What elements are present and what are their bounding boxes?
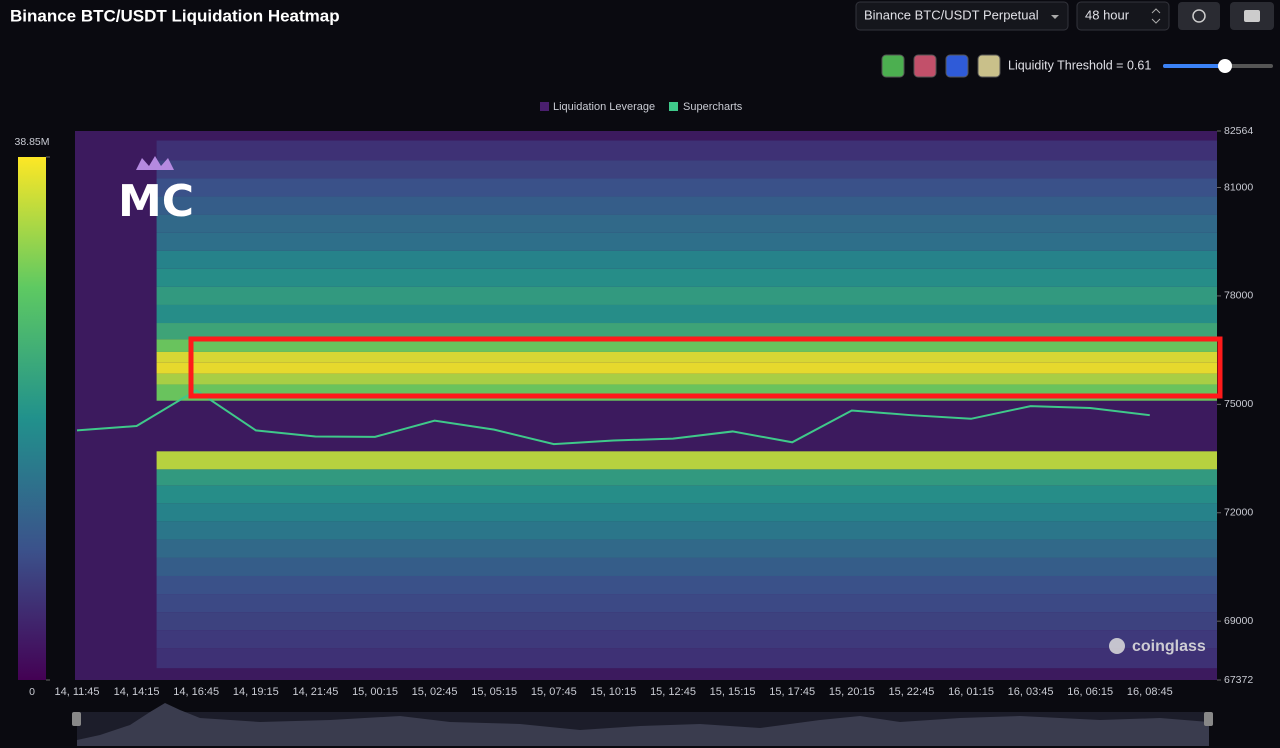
heat-band xyxy=(156,323,1218,340)
x-tick-label: 15, 02:45 xyxy=(412,686,458,698)
heat-band xyxy=(156,160,1218,179)
palette-blue[interactable] xyxy=(945,54,969,78)
navigator-handle[interactable] xyxy=(72,712,81,726)
color-bar xyxy=(18,157,46,680)
heat-band xyxy=(156,140,1218,161)
refresh-button[interactable] xyxy=(1178,2,1220,30)
threshold-label: Liquidity Threshold = 0.61 xyxy=(1008,58,1151,72)
x-tick-label: 15, 12:45 xyxy=(650,686,696,698)
brand-text: coinglass xyxy=(1132,638,1206,655)
heat-band xyxy=(156,557,1218,576)
spinner-icon xyxy=(1151,8,1161,24)
navigator-handle[interactable] xyxy=(1204,712,1213,726)
x-tick-label: 15, 07:45 xyxy=(531,686,577,698)
logo-crown xyxy=(136,156,174,170)
heat-band xyxy=(156,575,1218,595)
x-tick-label: 15, 17:45 xyxy=(769,686,815,698)
x-tick-label: 15, 15:15 xyxy=(710,686,756,698)
palette-sand[interactable] xyxy=(977,54,1001,78)
x-tick-label: 15, 00:15 xyxy=(352,686,398,698)
heat-band xyxy=(156,648,1218,669)
color-bar-label: 0 xyxy=(29,686,35,698)
legend-label: Liquidation Leverage xyxy=(553,101,655,113)
x-tick-label: 15, 05:15 xyxy=(471,686,517,698)
pair-select[interactable] xyxy=(855,1,1069,31)
color-bar-label: 38.85M xyxy=(14,136,49,148)
palette-green[interactable] xyxy=(881,54,905,78)
heat-band xyxy=(156,451,1218,470)
heat-band xyxy=(156,214,1218,233)
watermark: MC xyxy=(118,176,194,227)
y-tick-label: 82564 xyxy=(1224,125,1253,137)
y-tick-label: 67372 xyxy=(1224,674,1253,686)
pair-select-text: Binance BTC/USDT Perpetual xyxy=(864,7,1039,22)
slider-fill xyxy=(1163,64,1225,68)
heat-band xyxy=(156,286,1218,305)
heat-band xyxy=(156,521,1218,540)
x-tick-label: 14, 19:15 xyxy=(233,686,279,698)
x-tick-label: 14, 21:45 xyxy=(292,686,338,698)
navigator-area xyxy=(77,703,1209,746)
y-tick-label: 69000 xyxy=(1224,615,1253,627)
x-tick-label: 16, 03:45 xyxy=(1008,686,1054,698)
palette-red[interactable] xyxy=(913,54,937,78)
heat-band xyxy=(156,178,1218,197)
heat-band xyxy=(156,469,1218,486)
range-select-text: 48 hour xyxy=(1085,7,1130,22)
range-select[interactable] xyxy=(1076,1,1170,31)
x-tick-label: 14, 14:15 xyxy=(114,686,160,698)
y-tick-label: 72000 xyxy=(1224,507,1253,519)
heat-band xyxy=(156,232,1218,251)
x-tick-label: 15, 22:45 xyxy=(888,686,934,698)
x-tick-label: 16, 06:15 xyxy=(1067,686,1113,698)
x-tick-label: 15, 10:15 xyxy=(590,686,636,698)
y-tick-label: 81000 xyxy=(1224,181,1253,193)
heat-band xyxy=(156,373,1218,385)
heat-band xyxy=(156,268,1218,287)
legend-label: Supercharts xyxy=(683,101,743,113)
heat-band xyxy=(156,503,1218,522)
highlight-box xyxy=(188,336,1223,399)
y-tick-label: 78000 xyxy=(1224,290,1253,302)
x-tick-label: 14, 16:45 xyxy=(173,686,219,698)
heat-band xyxy=(156,362,1218,374)
heat-band xyxy=(156,630,1218,649)
refresh-icon xyxy=(1192,9,1206,23)
y-tick-label: 75000 xyxy=(1224,398,1253,410)
heat-band xyxy=(156,304,1218,324)
legend-swatch xyxy=(540,102,549,111)
page-title: Binance BTC/USDT Liquidation Heatmap xyxy=(10,6,340,25)
heat-band xyxy=(156,539,1218,558)
slider-thumb[interactable] xyxy=(1218,59,1232,73)
dropdown-icon xyxy=(1051,15,1059,19)
heat-band xyxy=(156,612,1218,631)
x-tick-label: 14, 11:45 xyxy=(54,686,99,698)
x-tick-label: 16, 08:45 xyxy=(1127,686,1173,698)
price-line xyxy=(76,389,1150,446)
heat-band xyxy=(156,196,1218,215)
legend-swatch xyxy=(669,102,678,111)
heat-band xyxy=(156,339,1218,352)
brand-icon xyxy=(1109,638,1125,654)
heat-band xyxy=(156,485,1218,504)
heat-band xyxy=(156,594,1218,613)
x-tick-label: 15, 20:15 xyxy=(829,686,875,698)
x-tick-label: 16, 01:15 xyxy=(948,686,994,698)
heat-band xyxy=(156,351,1218,363)
heat-band xyxy=(156,250,1218,269)
camera-icon xyxy=(1244,10,1260,22)
